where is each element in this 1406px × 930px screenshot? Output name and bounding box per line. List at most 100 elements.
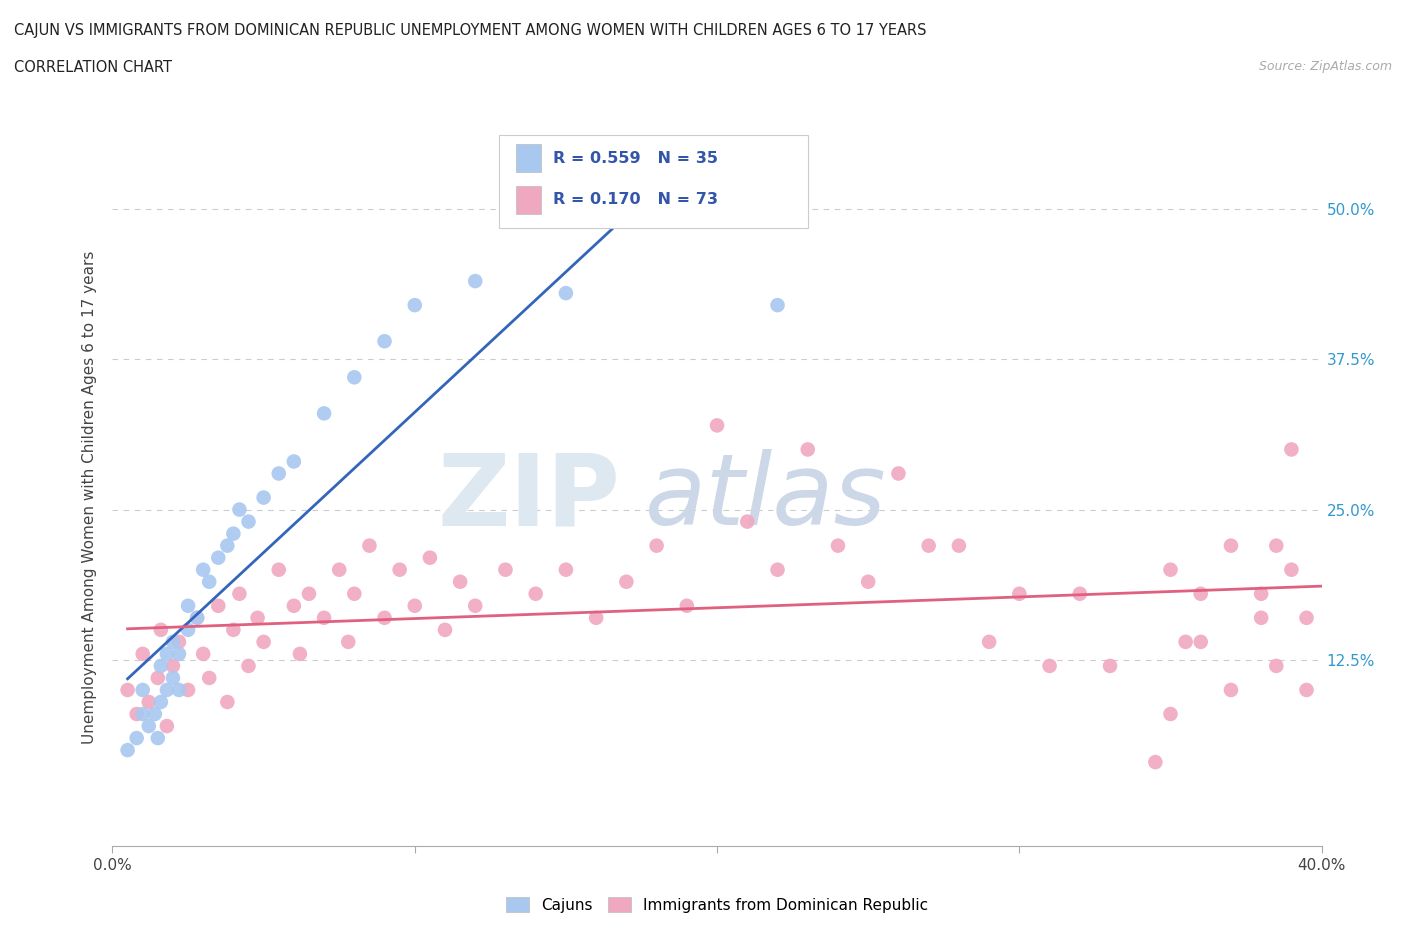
Point [314,405,336,420]
Text: atlas: atlas [644,449,886,546]
Point [1279,442,1302,457]
Point [217,695,239,710]
Point [222,622,245,637]
Point [1295,683,1317,698]
Point [207,551,229,565]
Point [766,298,789,312]
Point [314,610,336,625]
Text: R = 0.170   N = 73: R = 0.170 N = 73 [553,193,717,207]
Point [856,575,880,590]
Point [585,610,607,625]
Point [191,646,214,661]
Point [918,538,941,553]
Point [125,707,148,722]
Point [146,731,169,746]
Point [246,610,269,625]
Text: CAJUN VS IMMIGRANTS FROM DOMINICAN REPUBLIC UNEMPLOYMENT AMONG WOMEN WITH CHILDR: CAJUN VS IMMIGRANTS FROM DOMINICAN REPUB… [14,23,927,38]
Point [1098,658,1121,673]
Point [343,586,366,601]
Point [554,286,576,300]
Point [162,671,184,685]
Point [138,719,160,734]
Point [706,418,728,432]
Point [675,598,697,613]
Point [1220,538,1243,553]
Point [1295,610,1317,625]
Point [449,575,471,590]
Point [343,370,366,385]
Point [404,598,426,613]
Point [433,622,456,637]
Text: CORRELATION CHART: CORRELATION CHART [14,60,172,75]
Point [238,658,260,673]
Point [404,298,426,312]
Point [267,563,290,578]
Point [162,658,184,673]
Point [1279,563,1302,578]
Point [1265,538,1288,553]
Point [186,610,208,625]
Point [167,634,190,649]
Point [167,683,190,698]
Point [1220,683,1243,698]
Point [887,466,910,481]
Text: R = 0.559   N = 35: R = 0.559 N = 35 [553,151,717,166]
Point [766,563,789,578]
Point [207,598,229,613]
Point [337,634,360,649]
Point [1250,586,1272,601]
Point [143,707,166,722]
Text: Source: ZipAtlas.com: Source: ZipAtlas.com [1258,60,1392,73]
Legend: Cajuns, Immigrants from Dominican Republic: Cajuns, Immigrants from Dominican Republ… [501,891,934,919]
Point [228,586,250,601]
Point [156,646,179,661]
Point [177,683,200,698]
Point [524,586,547,601]
Point [132,646,155,661]
Point [328,563,350,578]
Y-axis label: Unemployment Among Women with Children Ages 6 to 17 years: Unemployment Among Women with Children A… [82,251,97,744]
Point [419,551,441,565]
Point [1159,707,1181,722]
Point [253,634,276,649]
Point [149,658,172,673]
Point [198,671,221,685]
Point [117,743,139,758]
Point [288,646,311,661]
Point [1069,586,1091,601]
Point [177,598,200,613]
Point [156,719,179,734]
Point [186,610,208,625]
Point [948,538,970,553]
Point [198,575,221,590]
Point [464,273,486,288]
Point [228,502,250,517]
Point [1250,610,1272,625]
Point [1265,658,1288,673]
Point [138,695,160,710]
Point [1144,754,1167,769]
Point [222,526,245,541]
Point [146,671,169,685]
Point [267,466,290,481]
Point [374,610,396,625]
Point [554,563,576,578]
Point [1159,563,1181,578]
Point [1008,586,1031,601]
Text: ZIP: ZIP [437,449,620,546]
Point [162,634,184,649]
Point [464,598,486,613]
Point [645,538,668,553]
Point [737,514,759,529]
Point [374,334,396,349]
Point [149,622,172,637]
Point [149,695,172,710]
Point [1189,634,1212,649]
Point [253,490,276,505]
Point [298,586,321,601]
Point [495,563,517,578]
Point [125,731,148,746]
Point [1174,634,1197,649]
Point [117,683,139,698]
Point [132,707,155,722]
